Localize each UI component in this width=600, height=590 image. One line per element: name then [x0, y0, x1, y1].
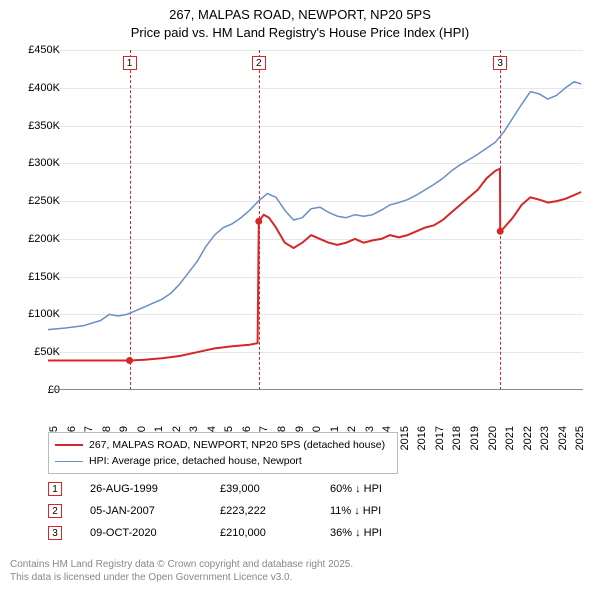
title-subtitle: Price paid vs. HM Land Registry's House …	[0, 24, 600, 42]
sale-hpi-delta: 11% ↓ HPI	[330, 505, 440, 517]
sale-price: £210,000	[220, 527, 330, 539]
sale-marker-badge: 2	[48, 504, 62, 518]
chart-frame	[48, 50, 583, 390]
x-tick-label: 2019	[469, 426, 481, 450]
legend-row: 267, MALPAS ROAD, NEWPORT, NP20 5PS (det…	[55, 437, 391, 453]
table-row: 2 05-JAN-2007£223,22211% ↓ HPI	[48, 500, 440, 522]
title-address: 267, MALPAS ROAD, NEWPORT, NP20 5PS	[0, 6, 600, 24]
legend-label: 267, MALPAS ROAD, NEWPORT, NP20 5PS (det…	[89, 439, 385, 451]
table-row: 3 09-OCT-2020£210,00036% ↓ HPI	[48, 522, 440, 544]
x-tick-label: 2020	[487, 426, 499, 450]
legend-label: HPI: Average price, detached house, Newp…	[89, 455, 302, 467]
legend-swatch	[55, 461, 83, 462]
sale-date: 05-JAN-2007	[90, 505, 220, 517]
footer-line2: This data is licensed under the Open Gov…	[10, 572, 353, 585]
x-tick-label: 2022	[522, 426, 534, 450]
x-tick-label: 2017	[434, 426, 446, 450]
legend-swatch	[55, 444, 83, 446]
x-tick-label: 2018	[451, 426, 463, 450]
x-tick-label: 2021	[504, 426, 516, 450]
legend-row: HPI: Average price, detached house, Newp…	[55, 453, 391, 469]
sale-price: £223,222	[220, 505, 330, 517]
sale-marker-badge: 1	[48, 482, 62, 496]
title-block: 267, MALPAS ROAD, NEWPORT, NP20 5PS Pric…	[0, 0, 600, 41]
x-tick-label: 2024	[557, 426, 569, 450]
sale-date: 26-AUG-1999	[90, 483, 220, 495]
sales-table: 1 26-AUG-1999£39,00060% ↓ HPI 2 05-JAN-2007…	[48, 478, 440, 544]
footer-line1: Contains HM Land Registry data © Crown c…	[10, 559, 353, 572]
footer: Contains HM Land Registry data © Crown c…	[10, 559, 353, 584]
x-tick-label: 2015	[399, 426, 411, 450]
sale-date: 09-OCT-2020	[90, 527, 220, 539]
chart-container: 267, MALPAS ROAD, NEWPORT, NP20 5PS Pric…	[0, 0, 600, 590]
x-tick-label: 2025	[574, 426, 586, 450]
legend: 267, MALPAS ROAD, NEWPORT, NP20 5PS (det…	[48, 432, 398, 474]
table-row: 1 26-AUG-1999£39,00060% ↓ HPI	[48, 478, 440, 500]
sale-hpi-delta: 36% ↓ HPI	[330, 527, 440, 539]
x-tick-label: 2023	[539, 426, 551, 450]
sale-price: £39,000	[220, 483, 330, 495]
x-tick-label: 2016	[416, 426, 428, 450]
sale-hpi-delta: 60% ↓ HPI	[330, 483, 440, 495]
sale-marker-badge: 3	[48, 526, 62, 540]
